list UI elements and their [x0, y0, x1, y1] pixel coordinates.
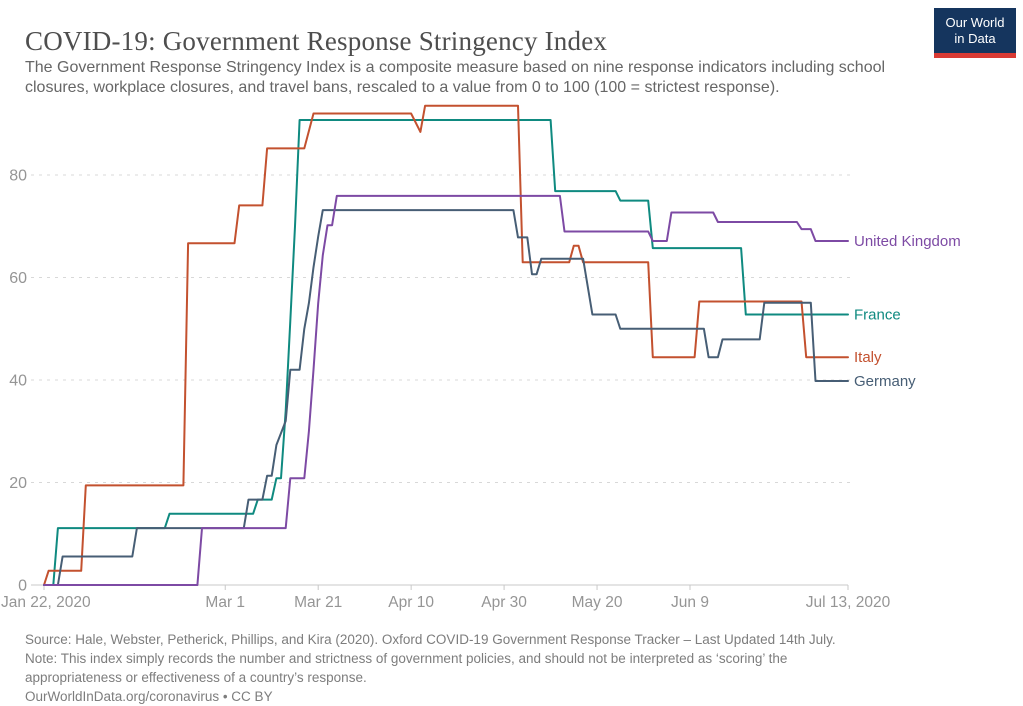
- page-title: COVID-19: Government Response Stringency…: [25, 26, 608, 57]
- owid-logo-line1: Our World: [945, 14, 1005, 30]
- x-tick-label-119: May 20: [572, 594, 623, 611]
- series-line-france[interactable]: [43, 119, 849, 586]
- y-tick-label-80: 80: [9, 168, 27, 185]
- y-tick-label-40: 40: [9, 373, 27, 390]
- series-label-france[interactable]: France: [854, 307, 901, 324]
- owid-logo-line2: in Data: [954, 30, 996, 46]
- x-tick-label-39: Mar 1: [205, 594, 245, 611]
- source-line: Source: Hale, Webster, Petherick, Philli…: [25, 632, 836, 647]
- x-tick-label-173: Jul 13, 2020: [806, 594, 891, 611]
- x-tick-label-79: Apr 10: [388, 594, 434, 611]
- x-tick-label-0: Jan 22, 2020: [1, 594, 91, 611]
- series-line-germany[interactable]: [43, 209, 849, 586]
- note-line-2: appropriateness or effectiveness of a co…: [25, 670, 367, 685]
- note-line-1: Note: This index simply records the numb…: [25, 651, 788, 666]
- stringency-line-chart: 0 20 40 60 80 Jan 22, 2020 Mar 1 Mar 21 Apr 10 Ap…: [1, 104, 961, 611]
- chart-footer: Source: Hale, Webster, Petherick, Philli…: [25, 630, 985, 706]
- series-line-italy[interactable]: [43, 104, 849, 586]
- x-tick-label-59: Mar 21: [294, 594, 342, 611]
- series-line-united-kingdom[interactable]: [43, 194, 849, 586]
- series-label-germany[interactable]: Germany: [854, 373, 916, 390]
- x-tick-label-99: Apr 30: [481, 594, 527, 611]
- y-tick-label-0: 0: [18, 578, 27, 595]
- y-tick-label-60: 60: [9, 270, 27, 287]
- owid-logo: Our World in Data: [934, 8, 1016, 58]
- chart-subtitle: The Government Response Stringency Index…: [25, 59, 886, 96]
- y-tick-label-20: 20: [9, 475, 27, 492]
- owid-url-link[interactable]: OurWorldInData.org/coronavirus • CC BY: [25, 689, 273, 704]
- series-label-united-kingdom[interactable]: United Kingdom: [854, 233, 961, 250]
- series-label-italy[interactable]: Italy: [854, 349, 882, 366]
- x-tick-label-139: Jun 9: [671, 594, 709, 611]
